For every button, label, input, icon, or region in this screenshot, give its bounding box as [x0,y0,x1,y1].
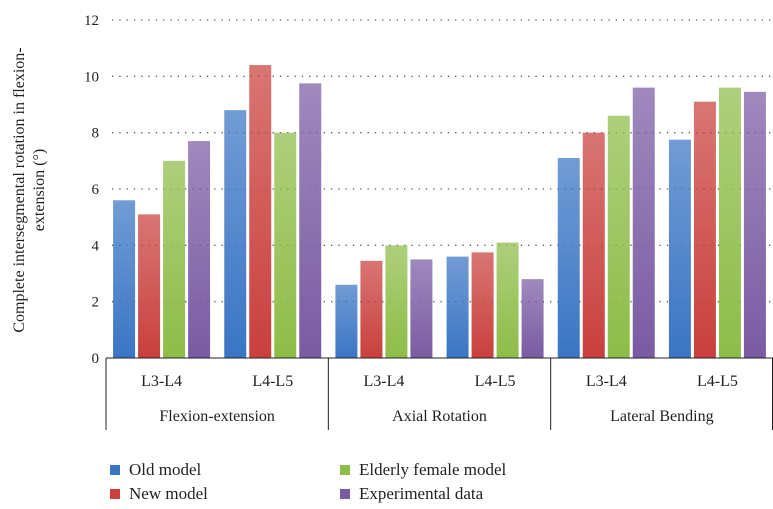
bar-axial-rotation-l4-l5-experimental-data [521,279,544,358]
x-tick-label-axial-rotation-l3-l4: L3-L4 [363,373,404,390]
y-tick-label-10: 10 [84,69,99,85]
bar-axial-rotation-l4-l5-new-model [471,252,494,358]
legend-swatch-old-model [110,465,120,475]
bar-lateral-bending-l3-l4-old-model [557,158,580,358]
bar-flexion-extension-l4-l5-old-model [224,110,247,358]
bar-lateral-bending-l3-l4-elderly-female-model [607,115,630,359]
bar-axial-rotation-l4-l5-old-model [446,256,469,358]
y-tick-label-4: 4 [92,238,100,254]
bar-flexion-extension-l4-l5-new-model [249,65,272,359]
x-tick-label-lateral-bending-l3-l4: L3-L4 [586,373,627,390]
bar-lateral-bending-l4-l5-new-model [693,101,716,358]
bar-flexion-extension-l3-l4-old-model [113,200,136,358]
bar-flexion-extension-l3-l4-new-model [138,214,161,358]
x-group-label-lateral-bending: Lateral Bending [610,408,714,425]
legend-swatch-experimental-data [340,489,350,499]
legend-swatch-new-model [110,489,120,499]
gridlines [112,19,773,303]
bar-flexion-extension-l4-l5-elderly-female-model [274,132,297,358]
bar-flexion-extension-l4-l5-experimental-data [299,83,322,358]
legend-item-new-model: New model [110,484,208,504]
x-group-label-flexion-extension: Flexion-extension [159,408,275,425]
x-tick-label-flexion-extension-l4-l5: L4-L5 [252,373,293,390]
x-axis: L3-L4 L4-L5 Flexion-extension L3-L4 L4-L5 Axi… [105,357,773,430]
y-axis-label-line-2: extension (°) [31,149,48,231]
x-tick-label-axial-rotation-l4-l5: L4-L5 [475,373,516,390]
legend-item-elderly-female-model: Elderly female model [340,460,506,480]
bar-lateral-bending-l4-l5-experimental-data [743,91,766,358]
legend-swatch-elderly-female-model [340,465,350,475]
bar-flexion-extension-l3-l4-elderly-female-model [163,160,186,358]
bars [113,65,766,359]
bar-axial-rotation-l4-l5-elderly-female-model [496,242,519,358]
bar-lateral-bending-l4-l5-old-model [668,139,691,358]
bar-axial-rotation-l3-l4-new-model [360,260,383,358]
x-tick-label-flexion-extension-l3-l4: L3-L4 [141,373,182,390]
bar-lateral-bending-l4-l5-elderly-female-model [718,87,741,358]
bar-flexion-extension-l3-l4-experimental-data [188,141,211,358]
y-tick-label-12: 12 [84,13,99,29]
bar-axial-rotation-l3-l4-experimental-data [410,259,433,358]
legend: Old model New model Elderly female model… [110,460,610,508]
legend-label-old-model: Old model [129,460,202,479]
bar-axial-rotation-l3-l4-old-model [335,284,358,358]
bar-lateral-bending-l3-l4-experimental-data [632,87,655,358]
y-tick-label-6: 6 [92,182,100,198]
y-tick-label-2: 2 [92,295,100,311]
bar-axial-rotation-l3-l4-elderly-female-model [385,245,408,358]
y-tick-label-8: 8 [92,126,100,142]
legend-item-old-model: Old model [110,460,201,480]
y-axis-ticks: 0 2 4 6 8 10 12 [84,13,100,367]
legend-item-experimental-data: Experimental data [340,484,483,504]
legend-label-new-model: New model [129,484,208,503]
bar-lateral-bending-l3-l4-new-model [582,132,605,358]
x-tick-label-lateral-bending-l4-l5: L4-L5 [697,373,738,390]
legend-label-experimental-data: Experimental data [359,484,484,503]
x-group-label-axial-rotation: Axial Rotation [392,408,487,425]
y-tick-label-0: 0 [92,351,100,367]
y-axis-label-line-1: Complete intersegmental rotation in flex… [11,47,28,332]
legend-label-elderly-female-model: Elderly female model [359,460,507,479]
